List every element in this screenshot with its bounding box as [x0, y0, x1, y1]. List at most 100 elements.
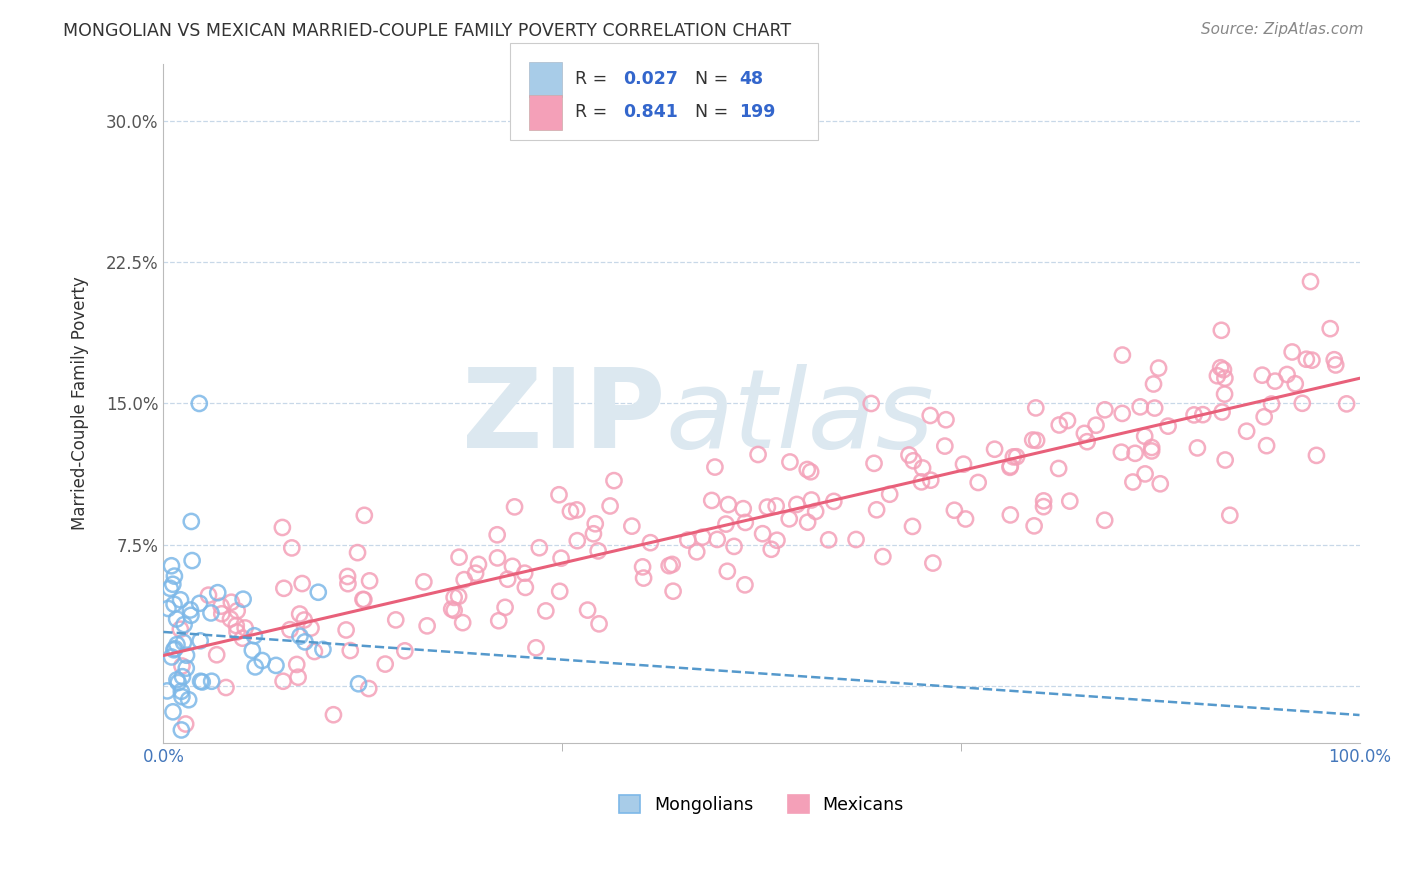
Point	[180, 515, 202, 529]
Point	[922, 556, 945, 570]
Point	[1213, 371, 1236, 385]
Point	[162, 705, 184, 719]
Point	[998, 460, 1021, 475]
Point	[1059, 494, 1081, 508]
Point	[245, 660, 267, 674]
Point	[188, 396, 211, 410]
Text: atlas: atlas	[666, 364, 935, 471]
Point	[1336, 397, 1358, 411]
Point	[191, 675, 214, 690]
Point	[786, 498, 808, 512]
Point	[271, 520, 294, 534]
Point	[443, 603, 465, 617]
Point	[176, 648, 198, 663]
Point	[169, 622, 191, 636]
Point	[163, 569, 186, 583]
Point	[1260, 397, 1282, 411]
Point	[174, 661, 197, 675]
Point	[901, 519, 924, 533]
Point	[451, 615, 474, 630]
Point	[804, 504, 827, 518]
Point	[496, 572, 519, 586]
Point	[353, 508, 375, 523]
Point	[716, 564, 738, 578]
Point	[231, 631, 253, 645]
Point	[779, 455, 801, 469]
Point	[170, 723, 193, 737]
Point	[1025, 434, 1047, 448]
Point	[243, 629, 266, 643]
Point	[599, 499, 621, 513]
Point	[503, 500, 526, 514]
Point	[766, 533, 789, 548]
Point	[416, 619, 439, 633]
Point	[751, 526, 773, 541]
Point	[1319, 321, 1341, 335]
Point	[1000, 508, 1022, 522]
Point	[169, 592, 191, 607]
Point	[583, 516, 606, 531]
Point	[603, 474, 626, 488]
Point	[440, 602, 463, 616]
Point	[1264, 374, 1286, 388]
Point	[817, 533, 839, 547]
Point	[240, 643, 263, 657]
Text: N =: N =	[695, 70, 734, 88]
Point	[920, 409, 942, 423]
Point	[1213, 387, 1236, 401]
Point	[215, 681, 238, 695]
Point	[534, 604, 557, 618]
Point	[513, 566, 536, 581]
Point	[488, 614, 510, 628]
Point	[278, 623, 301, 637]
Point	[287, 670, 309, 684]
Point	[170, 684, 193, 698]
Point	[359, 574, 381, 588]
Point	[1094, 402, 1116, 417]
Point	[640, 535, 662, 549]
Point	[686, 545, 709, 559]
Point	[174, 717, 197, 731]
Point	[898, 448, 921, 462]
Point	[1056, 413, 1078, 427]
Point	[761, 542, 783, 557]
Point	[823, 494, 845, 508]
Point	[734, 578, 756, 592]
Point	[515, 581, 537, 595]
Point	[1236, 424, 1258, 438]
Point	[291, 576, 314, 591]
Point	[177, 692, 200, 706]
Point	[845, 533, 868, 547]
Point	[920, 473, 942, 487]
Point	[548, 488, 571, 502]
Text: 199: 199	[740, 103, 776, 121]
Point	[967, 475, 990, 490]
Point	[1256, 439, 1278, 453]
Point	[860, 396, 883, 410]
Point	[207, 585, 229, 599]
Text: N =: N =	[695, 103, 734, 121]
Point	[1133, 467, 1156, 481]
Point	[159, 582, 181, 596]
Point	[221, 595, 243, 609]
Point	[703, 460, 725, 475]
Point	[232, 592, 254, 607]
Point	[304, 644, 326, 658]
Y-axis label: Married-Couple Family Poverty: Married-Couple Family Poverty	[72, 277, 89, 531]
Point	[307, 585, 329, 599]
Text: Source: ZipAtlas.com: Source: ZipAtlas.com	[1201, 22, 1364, 37]
Point	[412, 574, 434, 589]
Point	[453, 573, 475, 587]
Point	[1299, 275, 1322, 289]
Point	[952, 457, 974, 471]
Point	[1032, 500, 1054, 514]
Point	[1047, 461, 1070, 475]
Point	[299, 621, 322, 635]
Point	[586, 544, 609, 558]
Point	[181, 553, 204, 567]
Point	[723, 540, 745, 554]
Point	[576, 603, 599, 617]
Point	[734, 516, 756, 530]
Point	[1047, 417, 1070, 432]
Point	[733, 501, 755, 516]
